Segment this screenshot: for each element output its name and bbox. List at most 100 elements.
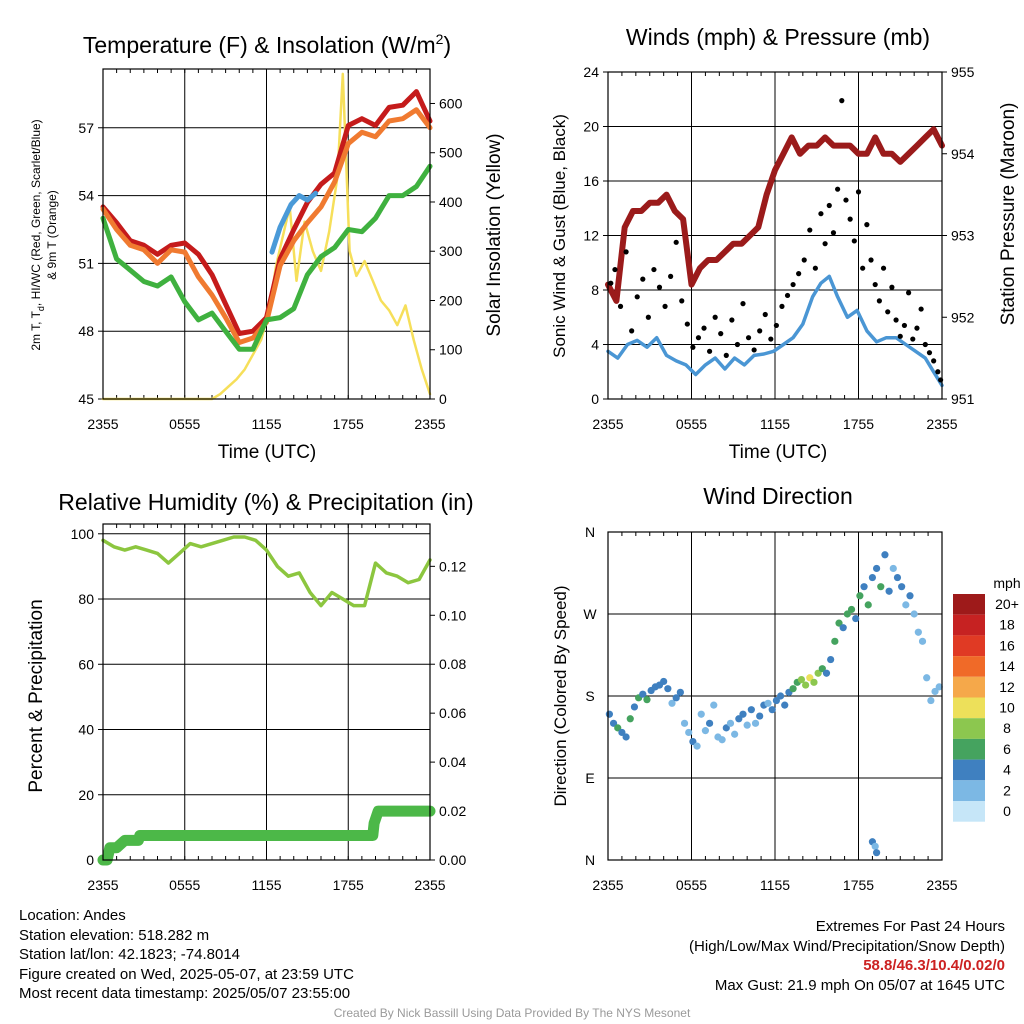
gust-point (826, 202, 832, 209)
temperature-ytick-label: 57 (78, 120, 94, 136)
gust-point (684, 321, 690, 327)
speed-legend-swatch (953, 759, 985, 781)
temperature-y2tick-label: 500 (439, 145, 463, 161)
speed-legend-label: 20+ (995, 596, 1019, 612)
direction-point (910, 610, 918, 618)
direction-xtick-label: 2355 (926, 877, 957, 893)
direction-point (806, 674, 814, 682)
gust-point (839, 98, 845, 104)
direction-ytick-label: W (583, 606, 597, 622)
direction-point (660, 677, 668, 686)
gust-point (847, 216, 853, 222)
winds-plot: 2355 0555 1155 1755 2355 0 4 8 12 16 20 24 951 952 953… (583, 64, 974, 432)
speed-legend-swatch (953, 738, 985, 760)
gust-point (796, 271, 802, 277)
direction-ytick-label: N (585, 524, 595, 540)
direction-point (906, 592, 914, 600)
direction-point (918, 637, 927, 645)
extremes-title: Extremes For Past 24 Hours (815, 918, 1005, 935)
gust-point (851, 238, 857, 244)
gust-point (617, 303, 624, 309)
humidity-ytick-label: 100 (71, 526, 95, 542)
temperature-title: Temperature (F) & Insolation (W/m2) (83, 31, 451, 58)
direction-plot-border (607, 531, 943, 861)
winds-ytick-label: 0 (591, 391, 599, 407)
gust-point (922, 341, 928, 348)
direction-title: Wind Direction (703, 483, 853, 509)
direction-point (847, 605, 856, 614)
temperature-ytick-label: 45 (78, 391, 94, 407)
temperature-panel: Temperature (F) & Insolation (W/m2) 2355… (29, 31, 505, 463)
direction-plot: 2355 0555 1155 1755 2355 N E S W N (583, 524, 957, 893)
gust-point (864, 222, 870, 228)
winds-plot-border (607, 71, 943, 400)
gust-point (893, 317, 899, 323)
recent-timestamp: Most recent data timestamp: 2025/05/07 2… (19, 985, 351, 1002)
direction-point (710, 701, 718, 709)
station-latlon: Station lat/lon: 42.1823; -74.8014 (19, 946, 241, 963)
direction-point (776, 692, 785, 700)
temperature-ytick-label: 54 (78, 188, 94, 204)
direction-point (843, 610, 851, 618)
direction-point (668, 699, 676, 707)
winds-series-line-0 (605, 126, 945, 304)
speed-legend-label: 0 (1003, 803, 1011, 819)
direction-point (735, 715, 743, 723)
gust-point (773, 322, 779, 329)
humidity-y2tick-label: 0.08 (439, 656, 466, 672)
winds-y2tick-label: 951 (951, 391, 975, 407)
direction-point (739, 710, 747, 718)
gust-point (634, 294, 640, 300)
temperature-xlabel: Time (UTC) (218, 442, 317, 463)
temperature-plot-border (102, 68, 431, 400)
gust-point (790, 281, 796, 288)
gust-point (910, 336, 916, 342)
direction-point (827, 655, 835, 664)
winds-y2tick-label: 955 (951, 64, 975, 80)
temperature-y2tick-label: 100 (439, 342, 463, 358)
direction-point (802, 681, 810, 689)
gust-point (695, 335, 702, 341)
direction-point (622, 733, 630, 741)
temperature-y2tick-label: 400 (439, 194, 463, 210)
direction-ylabel-left: Direction (Colored By Speed) (551, 585, 570, 806)
winds-series-line-1 (606, 274, 944, 388)
gust-point (889, 284, 895, 290)
temperature-series-line-2 (269, 190, 319, 255)
direction-point (643, 696, 651, 704)
direction-point (831, 637, 839, 645)
temperature-ytick-label: 51 (78, 255, 94, 271)
direction-point (705, 719, 714, 727)
speed-legend-unit: mph (993, 575, 1020, 591)
direction-ytick-label: N (585, 852, 595, 868)
humidity-ylabel-left: Percent & Precipitation (26, 599, 47, 792)
gust-point (830, 230, 837, 236)
direction-point (722, 724, 730, 732)
gust-point (673, 239, 679, 245)
winds-ytick-label: 12 (583, 228, 599, 244)
direction-point (605, 710, 613, 718)
direction-point (872, 564, 881, 573)
station-elevation: Station elevation: 518.282 m (19, 926, 210, 944)
direction-point (672, 694, 680, 702)
temperature-xtick-label: 1755 (333, 416, 364, 432)
humidity-plot-border (102, 523, 431, 861)
humidity-ytick-label: 40 (78, 722, 94, 738)
speed-legend-swatch (953, 614, 985, 636)
direction-point (931, 687, 939, 696)
humidity-y2tick-label: 0.10 (439, 607, 466, 623)
credit-line: Created By Nick Bassill Using Data Provi… (333, 1006, 691, 1020)
direction-point (697, 710, 705, 718)
direction-point (810, 678, 818, 686)
gust-point (914, 325, 920, 331)
winds-xtick-label: 2355 (592, 416, 623, 432)
winds-xlabel: Time (UTC) (729, 442, 828, 463)
winds-y2tick-label: 954 (951, 146, 975, 162)
direction-point (764, 699, 772, 707)
direction-point (731, 730, 739, 738)
gust-point (880, 265, 887, 271)
gust-point (876, 298, 882, 304)
direction-point (893, 573, 902, 582)
winds-xtick-label: 1755 (843, 416, 874, 432)
